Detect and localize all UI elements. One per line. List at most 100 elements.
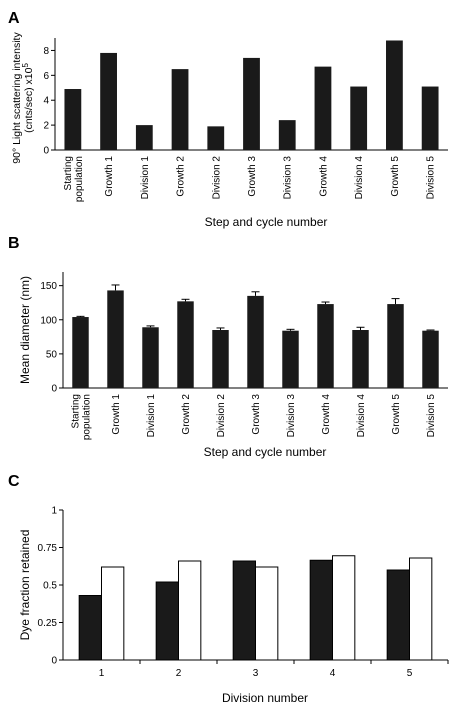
panel-a-category-label: Growth 4 [318,156,329,197]
panel-b-y-tick-label: 150 [40,281,57,292]
panel-b-category-label: Startingpopulation [71,394,93,440]
panel-b-y-tick-label: 50 [46,349,58,360]
panel-b-bar [107,290,124,388]
panel-a-y-tick-label: 8 [43,46,49,57]
panel-a-bar [386,40,403,150]
panel-b-y-axis-label: Mean diameter (nm) [18,276,32,384]
panel-c-category-label: 1 [99,668,105,679]
panel-a-y-tick-label: 0 [43,146,49,157]
panel-a-category-label-line: Division 3 [283,156,294,200]
panel-a-category-label-line: Division 2 [211,156,222,200]
panel-b-category-label-line: Growth 2 [181,394,192,435]
panel-a-plot: 0 2 4 6 8 Startingpopulation Growth 1 Division … [43,38,448,202]
panel-c-y-tick-label: 0.25 [38,618,58,629]
panel-b-bar [212,330,229,388]
panel-c: C Dye fraction retained 0 0.25 0.5 0.75 1 1 2 3… [8,473,449,705]
panel-c-x-axis-label: Division number [222,691,308,705]
panel-b-category-label: Growth 4 [321,394,332,435]
panel-b-category-label: Division 4 [356,394,367,438]
panel-c-bar-open [255,566,279,661]
panel-b-category-label-line: Growth 1 [111,394,122,435]
panel-a-y-tick-label: 6 [43,71,49,82]
panel-b-bar [72,317,89,388]
panel-b-category-label-line: population [82,394,93,440]
panel-b-bar [282,330,299,388]
panel-a-category-label-line: Division 4 [354,156,365,200]
panel-a-category-label-line: Growth 1 [104,156,115,197]
panel-c-bar-open [101,566,125,661]
panel-a-category-label-line: Growth 4 [318,156,329,197]
panel-a-category-label: Division 3 [283,156,294,200]
panel-b-bar [317,304,334,388]
panel-a-bar [207,126,225,150]
panel-a-category-label: Division 5 [426,156,437,200]
panel-c-category-label: 5 [407,668,413,679]
panel-a-category-label-line: Starting [63,156,74,190]
panel-b-category-label-line: Growth 5 [391,394,402,435]
panel-b-category-label-line: Division 1 [146,394,157,438]
panel-a-y-axis-label-units: (cnts/sec) x10 [23,67,35,133]
panel-c-y-tick-label: 1 [51,506,57,517]
panel-b-bar [387,304,404,388]
panel-a-bar [278,120,296,150]
panel-a-bar [350,86,368,150]
panel-b-category-label: Growth 2 [181,394,192,435]
panel-a-y-axis-label-exponent: 5 [21,63,30,68]
panel-b-bar [142,327,159,388]
panel-a-bar [135,125,153,150]
panel-a-y-axis-label: 90° Light scattering intensity [11,32,23,164]
panel-a-category-label-line: Division 1 [140,156,151,200]
panel-b-category-label: Division 1 [146,394,157,438]
panel-c-bar-open [332,555,356,661]
panel-a: A 90° Light scattering intensity (cnts/s… [8,10,448,229]
panel-b-category-label: Division 3 [286,394,297,438]
panel-c-y-tick-label: 0 [51,656,57,667]
panel-a-bar [64,89,82,150]
panel-a-x-axis-label: Step and cycle number [205,215,328,229]
panel-a-category-label: Growth 2 [176,156,187,197]
panel-a-bar [421,86,439,150]
panel-b-category-label-line: Division 2 [216,394,227,438]
panel-c-bar-filled [78,595,102,661]
panel-c-bar-filled [309,559,334,661]
panel-a-category-label: Growth 1 [104,156,115,197]
panel-b-bar [247,295,264,388]
panel-a-bar [314,66,332,150]
panel-b-category-label-line: Starting [71,394,82,428]
panel-c-bar-filled [386,569,411,661]
panel-a-category-label-line: Growth 3 [247,156,258,197]
panel-a-category-label-line: Growth 2 [176,156,187,197]
panel-a-category-label: Growth 3 [247,156,258,197]
panel-c-category-label: 4 [330,668,336,679]
panel-b-bar [177,301,194,388]
panel-letter-c: C [8,473,20,490]
panel-b-plot: 0 50 100 150 Startingpopulation Growth 1 Divis… [40,272,448,440]
panel-a-y-axis-label-line2: (cnts/sec) x105 [21,63,35,133]
panel-b-category-label: Division 2 [216,394,227,438]
panel-a-category-label: Division 4 [354,156,365,200]
panel-c-bar-open [178,560,202,661]
panel-b-y-tick-label: 100 [40,315,57,326]
panel-c-bar-filled [155,581,179,661]
panel-a-bar [171,69,189,150]
panel-a-bar [243,57,260,150]
panel-b-category-label-line: Division 4 [356,394,367,438]
panel-c-y-axis-label: Dye fraction retained [18,530,32,641]
panel-letter-a: A [8,10,20,27]
panel-b-category-label-line: Growth 3 [251,394,262,435]
panel-c-category-label: 2 [176,668,182,679]
panel-c-category-label: 3 [253,668,259,679]
panel-b-category-label-line: Division 5 [426,394,437,438]
panel-a-category-label-line: population [74,156,85,202]
panel-b-category-label-line: Growth 4 [321,394,332,435]
panel-b-category-label-line: Division 3 [286,394,297,438]
panel-a-category-label-line: Growth 5 [390,156,401,197]
panel-c-plot: 0 0.25 0.5 0.75 1 1 2 3 4 5 [38,506,449,679]
panel-b-bar [422,330,439,388]
panel-c-bar-open [409,557,433,661]
panel-b-category-label: Growth 5 [391,394,402,435]
panel-letter-b: B [8,235,20,252]
panel-c-y-tick-label: 0.5 [43,581,57,592]
panel-a-y-tick-label: 2 [43,121,49,132]
panel-c-bar-filled [232,560,256,661]
